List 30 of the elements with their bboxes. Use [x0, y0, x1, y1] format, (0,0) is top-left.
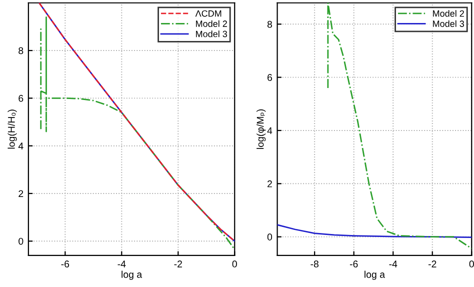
y-tick-label: 2 [268, 180, 272, 188]
x-tick-label: 0 [232, 260, 237, 268]
x-tick-label: -6 [350, 260, 358, 268]
y-tick-label: 6 [18, 94, 24, 102]
y-tick-label: 4 [18, 142, 24, 150]
line-series [277, 224, 472, 238]
y-tick-label: 0 [267, 234, 272, 240]
legend-label: Model 3 [196, 30, 228, 38]
line-series [327, 2, 472, 250]
y-tick-label: 6 [268, 74, 272, 81]
x-tick-label: -4 [389, 260, 398, 268]
legend-label: Model 2 [433, 10, 464, 17]
y-tick-label: 4 [267, 127, 272, 134]
y-axis-title: log(H/H₀) [8, 110, 17, 149]
x-tick-label: -6 [61, 260, 70, 268]
y-tick-label: 8 [18, 47, 24, 54]
legend-label: Model 3 [433, 20, 464, 27]
x-tick-label: -2 [428, 260, 436, 268]
y-tick-label: 0 [18, 238, 24, 245]
x-tick-label: 0 [469, 260, 474, 268]
y-axis-title: log(φ/Mₚ) [256, 109, 266, 149]
x-tick-label: -2 [174, 260, 182, 268]
x-axis-title: log a [364, 270, 385, 280]
y-tick-label: 8 [267, 20, 272, 28]
x-tick-label: -4 [118, 260, 126, 268]
x-axis-title: log a [122, 270, 142, 280]
x-tick-label: -8 [310, 260, 318, 268]
legend-label: Model 2 [196, 20, 227, 27]
y-tick-label: 2 [18, 190, 24, 198]
legend-label: ΛCDM [195, 10, 222, 17]
